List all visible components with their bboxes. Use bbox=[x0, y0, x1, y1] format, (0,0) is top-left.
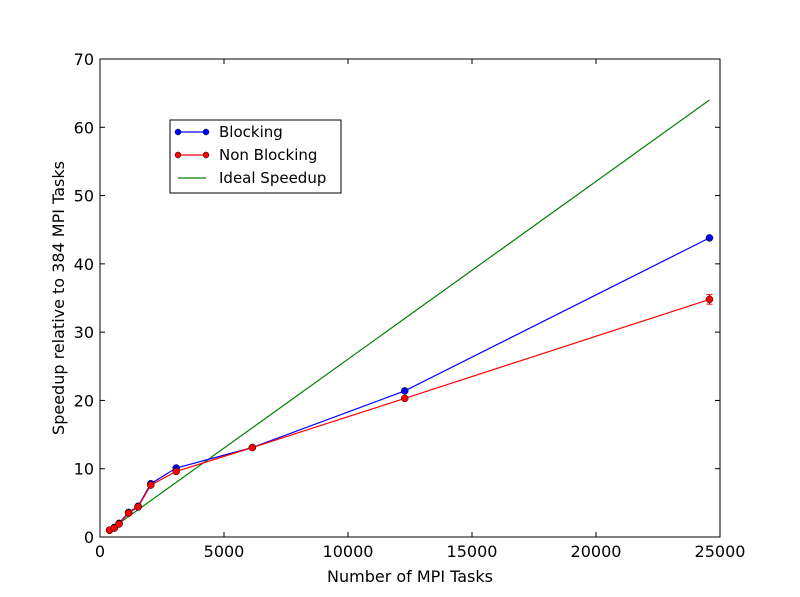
data-point-blocking bbox=[705, 234, 714, 242]
data-point-non-blocking bbox=[400, 394, 409, 403]
data-point-non-blocking bbox=[115, 520, 123, 528]
legend-marker-blocking bbox=[202, 128, 210, 136]
x-axis-label: Number of MPI Tasks bbox=[327, 567, 493, 586]
data-point-non-blocking bbox=[134, 503, 142, 511]
data-point-non-blocking bbox=[705, 295, 714, 304]
data-point-non-blocking bbox=[172, 467, 180, 476]
legend-marker-blocking bbox=[174, 128, 182, 136]
data-point-non-blocking bbox=[124, 509, 133, 517]
y-tick-label: 70 bbox=[74, 50, 94, 69]
plot-area bbox=[105, 99, 714, 534]
x-tick-label: 15000 bbox=[447, 542, 498, 561]
y-tick-label: 0 bbox=[84, 528, 94, 547]
legend-marker-non-blocking bbox=[202, 151, 210, 159]
x-tick-label: 0 bbox=[95, 542, 105, 561]
legend-label-non-blocking: Non Blocking bbox=[219, 146, 317, 164]
x-tick-label: 10000 bbox=[323, 542, 374, 561]
y-axis-label: Speedup relative to 384 MPI Tasks bbox=[49, 161, 68, 435]
data-point-non-blocking bbox=[248, 443, 257, 452]
y-tick-label: 30 bbox=[74, 323, 94, 342]
y-tick-label: 10 bbox=[74, 460, 94, 479]
data-point-non-blocking bbox=[147, 481, 155, 489]
data-point-non-blocking bbox=[110, 524, 119, 532]
x-tick-label: 25000 bbox=[695, 542, 746, 561]
x-tick-label: 5000 bbox=[204, 542, 245, 561]
data-point-blocking bbox=[400, 387, 409, 395]
y-tick-label: 60 bbox=[74, 118, 94, 137]
legend-marker-non-blocking bbox=[174, 151, 182, 159]
x-tick-label: 20000 bbox=[571, 542, 622, 561]
y-tick-label: 50 bbox=[74, 187, 94, 206]
legend: Blocking Non Blocking Ideal Speedup bbox=[169, 119, 342, 194]
y-tick-label: 20 bbox=[74, 391, 94, 410]
y-tick-label: 40 bbox=[74, 255, 94, 274]
legend-label-blocking: Blocking bbox=[219, 123, 283, 141]
axes: 0 5000 10000 15000 20000 25000 0 10 20 30 40 50 60 70 bbox=[74, 50, 746, 561]
plot-frame bbox=[99, 58, 721, 538]
legend-label-ideal-speedup: Ideal Speedup bbox=[219, 169, 326, 187]
